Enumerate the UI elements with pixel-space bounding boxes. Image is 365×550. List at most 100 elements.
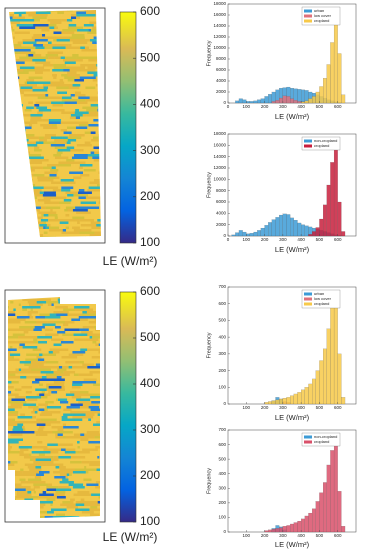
map-pixel <box>75 59 84 62</box>
map-pixel <box>50 21 62 25</box>
map-pixel <box>47 403 60 407</box>
map-pixel <box>20 86 33 90</box>
histogram-bar <box>312 378 316 405</box>
x-tick-label: 500 <box>316 237 324 242</box>
map-pixel <box>60 493 66 497</box>
histogram-bar <box>301 89 305 104</box>
map-pixel <box>34 169 41 172</box>
histogram-bar <box>271 219 276 237</box>
map-pixel <box>80 346 85 349</box>
map-pixel <box>86 431 100 434</box>
map-pixel <box>103 319 118 322</box>
map-pixel <box>12 29 15 32</box>
map-pixel <box>95 466 100 469</box>
map-pixel <box>42 368 52 372</box>
map-pixel <box>26 79 35 82</box>
histogram-bar <box>290 523 294 533</box>
map-pixel <box>71 204 79 207</box>
map-pixel <box>65 466 78 469</box>
map-pixel <box>64 124 80 127</box>
map-pixel <box>57 74 62 77</box>
histogram-bar <box>231 234 236 237</box>
map-pixel <box>94 426 100 429</box>
map-pixel <box>19 453 30 457</box>
map-pixel <box>10 351 23 354</box>
map-pixel <box>95 433 100 437</box>
map-pixel <box>8 331 10 334</box>
map-pixel <box>16 348 33 352</box>
map-pixel <box>33 316 36 319</box>
map-pixel <box>73 433 81 437</box>
map-pixel <box>59 351 73 354</box>
map-pixel <box>70 403 84 407</box>
map-pixel <box>34 481 46 484</box>
map-pixel <box>34 126 44 130</box>
map-pixel <box>31 411 36 414</box>
y-tick-label: 0 <box>223 100 226 105</box>
map-pixel <box>69 184 80 187</box>
map-pixel <box>25 476 32 479</box>
map-pixel <box>69 486 74 489</box>
map-pixel <box>17 423 24 427</box>
map-pixel <box>92 473 100 477</box>
x-tick-label: 200 <box>261 104 269 109</box>
map-pixel <box>84 343 96 347</box>
map-pixel <box>47 408 64 412</box>
map-pixel <box>57 126 68 130</box>
map-pixel <box>44 326 52 329</box>
map-pixel <box>68 221 73 225</box>
map-pixel <box>19 358 26 362</box>
map-pixel <box>95 481 100 484</box>
map-pixel <box>31 451 38 454</box>
map-pixel <box>68 366 73 369</box>
map-pixel <box>85 86 96 90</box>
map-pixel <box>8 371 19 374</box>
map-pixel <box>34 431 40 434</box>
map-pixel <box>8 448 11 452</box>
map-pixel <box>75 323 85 327</box>
map-pixel <box>74 468 87 472</box>
map-pixel <box>24 111 38 115</box>
map-pixel <box>104 152 115 155</box>
map-pixel <box>25 473 37 477</box>
map-pixel <box>41 478 47 482</box>
map-pixel <box>30 361 47 364</box>
map-pixel <box>64 109 76 112</box>
map-pixel <box>58 308 64 312</box>
histogram-bar <box>279 527 283 533</box>
map-pixel <box>53 76 57 80</box>
map-pixel <box>24 433 30 437</box>
map-pixel <box>54 146 67 150</box>
map-pixel <box>33 99 42 102</box>
map-pixel <box>33 491 37 494</box>
map-pixel <box>80 16 91 20</box>
map-pixel <box>78 189 85 192</box>
map-pixel <box>86 19 96 22</box>
map-pixel <box>58 169 72 172</box>
map-pixel <box>58 301 61 304</box>
map-pixel <box>69 214 82 217</box>
map-pixel <box>84 346 99 349</box>
map-pixel <box>63 114 72 117</box>
map-pixel <box>70 16 77 20</box>
map-pixel <box>88 368 100 372</box>
map-pixel <box>84 199 100 202</box>
histogram-bar <box>308 383 313 405</box>
histogram-bar <box>235 100 240 104</box>
histogram-bar <box>337 201 342 237</box>
map-pixel <box>8 363 13 367</box>
map-pixel <box>12 16 19 20</box>
map-pixel <box>60 383 65 387</box>
map-pixel <box>56 513 66 517</box>
map-pixel <box>68 303 80 307</box>
map-pixel <box>40 131 53 135</box>
histogram-bar <box>257 230 261 237</box>
map-pixel <box>79 328 90 332</box>
map-pixel <box>55 491 66 494</box>
map-pixel <box>35 141 44 145</box>
map-pixel <box>34 134 41 137</box>
map-pixel <box>31 471 40 474</box>
map-pixel <box>83 371 90 374</box>
map-pixel <box>76 16 81 20</box>
map-pixel <box>8 401 19 404</box>
